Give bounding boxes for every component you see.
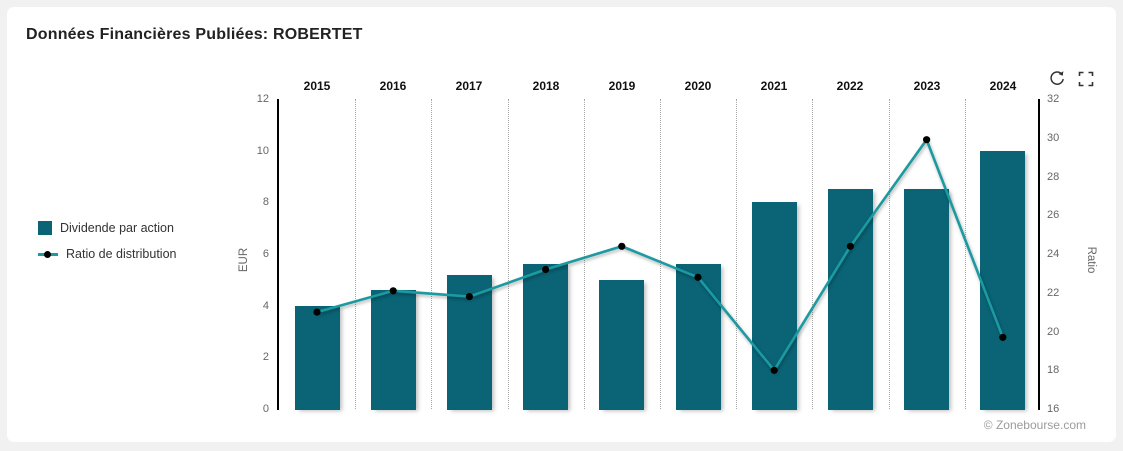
gridline — [431, 99, 432, 409]
category-label: 2016 — [379, 79, 407, 93]
left-axis-tick-label: 8 — [262, 196, 269, 208]
left-axis-line — [277, 99, 279, 410]
category-label: 2023 — [913, 79, 941, 93]
category-label: 2015 — [303, 79, 331, 93]
left-axis-tick-label: 2 — [262, 351, 269, 363]
bar[interactable] — [828, 189, 873, 410]
gridline — [508, 99, 509, 409]
bar[interactable] — [904, 189, 949, 410]
right-axis-tick-label: 24 — [1047, 248, 1060, 260]
right-axis-tick-label: 28 — [1047, 171, 1060, 183]
right-axis-tick-label: 22 — [1047, 287, 1060, 299]
bar[interactable] — [752, 202, 797, 410]
bar[interactable] — [676, 264, 721, 410]
category-label: 2019 — [608, 79, 636, 93]
right-axis-tick-label: 16 — [1047, 403, 1060, 415]
line-series-swatch-icon — [38, 247, 58, 261]
category-label: 2024 — [989, 79, 1017, 93]
right-axis-line — [1038, 99, 1040, 410]
bar[interactable] — [980, 151, 1025, 410]
gridline — [584, 99, 585, 409]
fullscreen-icon[interactable] — [1076, 69, 1096, 89]
gridline — [736, 99, 737, 409]
right-axis-tick-label: 32 — [1047, 93, 1060, 105]
left-axis-tick-label: 10 — [256, 145, 269, 157]
bar[interactable] — [523, 264, 568, 410]
bar[interactable] — [371, 290, 416, 410]
page-title: Données Financières Publiées: ROBERTET — [26, 26, 363, 43]
watermark: © Zonebourse.com — [983, 418, 1086, 432]
right-axis-tick-label: 30 — [1047, 132, 1060, 144]
left-axis-tick-label: 6 — [262, 248, 269, 260]
category-label: 2021 — [760, 79, 788, 93]
gridline — [889, 99, 890, 409]
legend-item-ratio[interactable]: Ratio de distribution — [38, 247, 176, 261]
bar[interactable] — [295, 306, 340, 410]
reload-icon[interactable] — [1047, 69, 1067, 89]
left-axis-tick-label: 4 — [262, 300, 269, 312]
legend-label-dividende: Dividende par action — [60, 221, 174, 235]
right-axis-tick-label: 26 — [1047, 209, 1060, 221]
gridline — [812, 99, 813, 409]
left-axis-tick-label: 12 — [256, 93, 269, 105]
bar[interactable] — [447, 275, 492, 410]
legend-label-ratio: Ratio de distribution — [66, 247, 177, 261]
left-axis-tick-label: 0 — [262, 403, 269, 415]
bar-series-swatch-icon — [38, 221, 52, 235]
right-axis-tick-label: 20 — [1047, 326, 1060, 338]
gridline — [965, 99, 966, 409]
category-label: 2017 — [455, 79, 483, 93]
bar[interactable] — [599, 280, 644, 410]
category-label: 2020 — [684, 79, 712, 93]
gridline — [660, 99, 661, 409]
legend: Dividende par action Ratio de distributi… — [38, 221, 176, 273]
legend-item-dividende[interactable]: Dividende par action — [38, 221, 176, 235]
category-label: 2022 — [836, 79, 864, 93]
category-label: 2018 — [532, 79, 560, 93]
right-axis-tick-label: 18 — [1047, 364, 1060, 376]
gridline — [355, 99, 356, 409]
chart-toolbar — [1047, 69, 1096, 89]
